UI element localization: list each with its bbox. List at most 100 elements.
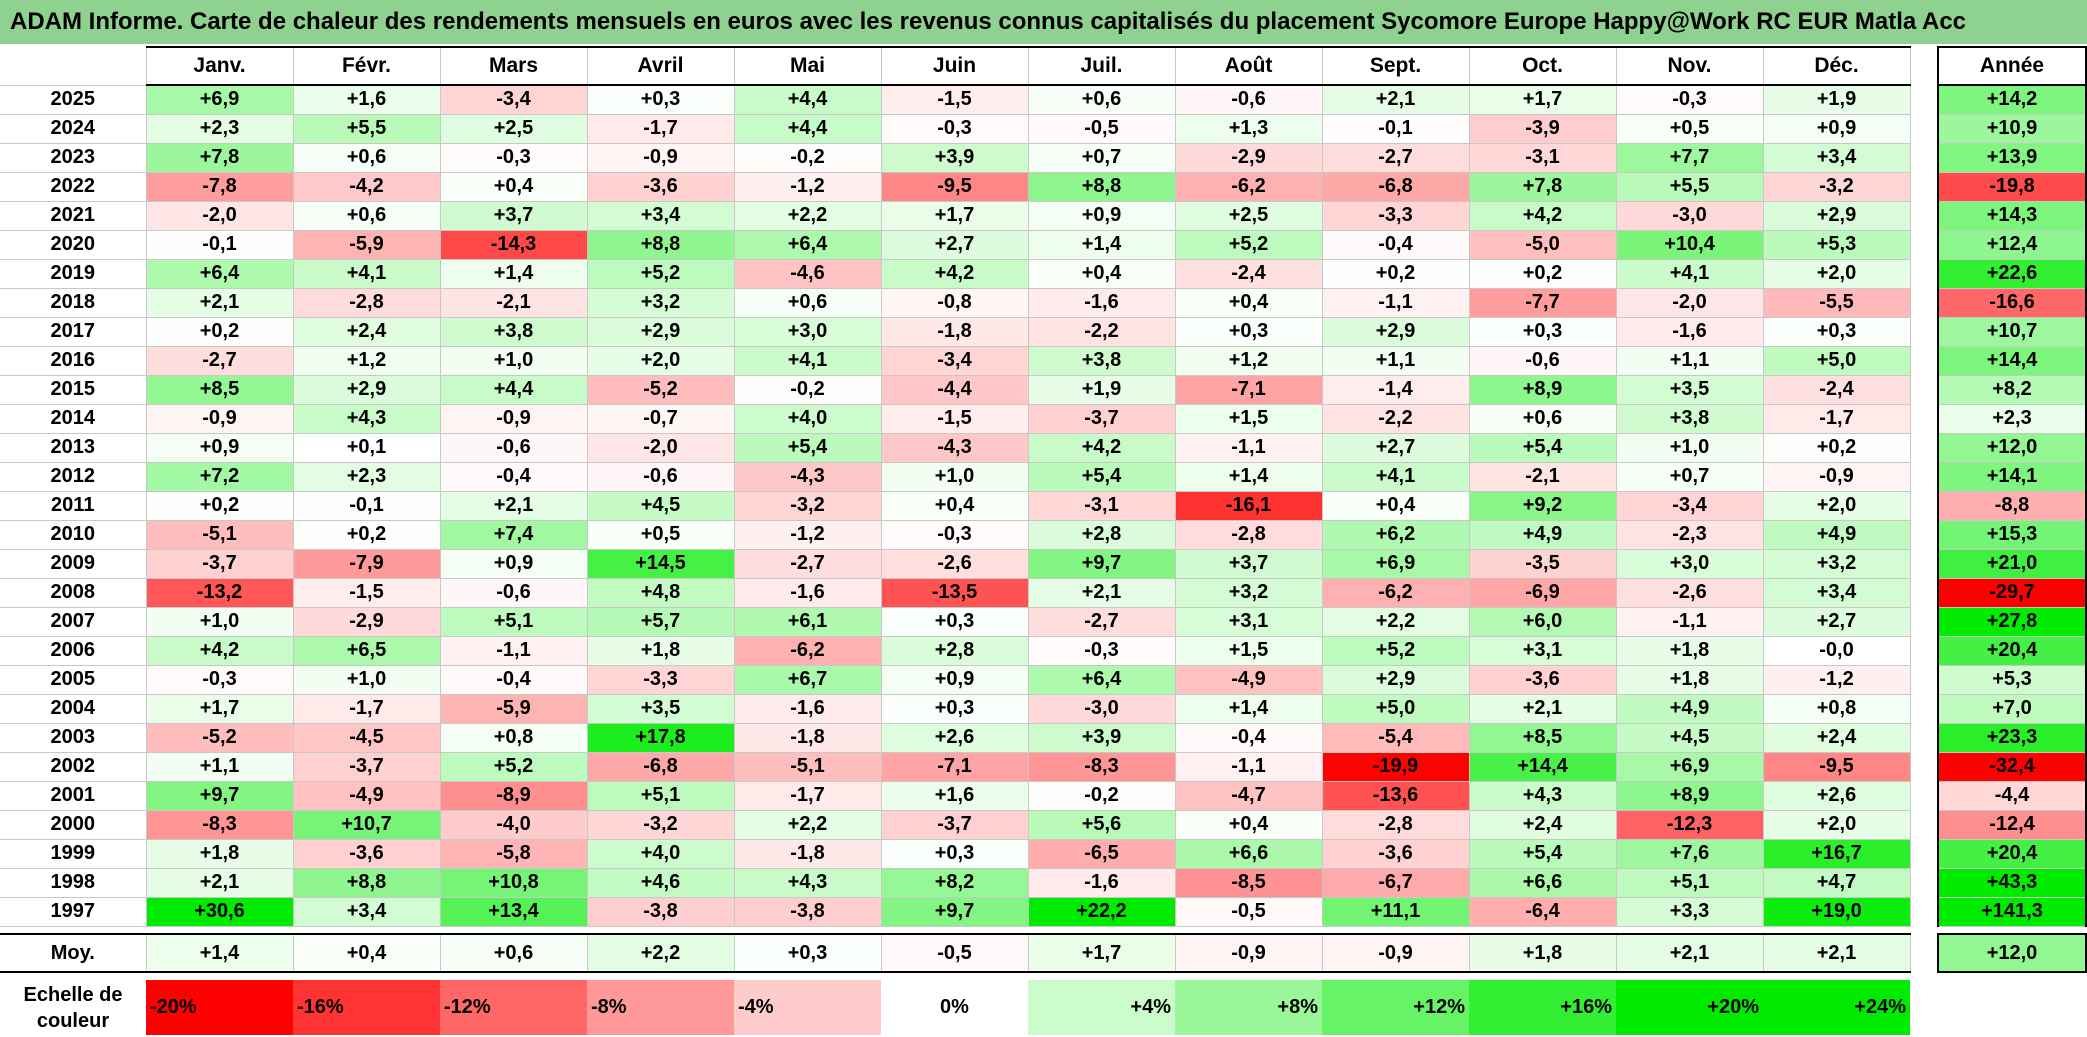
heat-cell: -2,8 [1321, 809, 1470, 840]
table-row: +20,4 [1937, 635, 2087, 666]
heat-cell: +1,0 [439, 345, 588, 376]
heat-cell: +2,6 [880, 722, 1029, 753]
table-row: 2020 -0,1 -5,9 -14,3 +8,8 +6,4 +2,7 +1,4 +5,2 -0,… [0, 229, 1911, 260]
heat-cell: -5,1 [733, 751, 882, 782]
heat-cell: -3,4 [439, 84, 588, 115]
heat-cell: +5,0 [1762, 345, 1911, 376]
heat-cell: -1,2 [733, 519, 882, 550]
color-scale-label: Echelle de couleur [23, 984, 123, 1032]
heat-cell: +0,2 [145, 490, 294, 521]
heat-cell: +10,7 [292, 809, 441, 840]
heat-cell: +4,4 [439, 374, 588, 405]
table-row: -29,7 [1937, 577, 2087, 608]
average-cell: +0,3 [733, 933, 882, 973]
heat-cell: +6,6 [1174, 838, 1323, 869]
heat-cell: +1,0 [880, 461, 1029, 492]
heat-cell: -0,1 [145, 229, 294, 260]
heat-cell: +3,2 [1762, 548, 1911, 579]
heat-cell: -1,1 [1174, 432, 1323, 463]
heat-cell: +22,2 [1027, 896, 1176, 927]
heat-cell: -0,2 [733, 142, 882, 173]
heat-cell: -2,1 [1468, 461, 1617, 492]
heat-cell: +10,8 [439, 867, 588, 898]
heat-cell: +5,7 [586, 606, 735, 637]
heat-cell: -1,2 [733, 171, 882, 202]
heat-cell: +3,8 [1027, 345, 1176, 376]
heat-cell: +0,7 [1027, 142, 1176, 173]
table-row: +22,6 [1937, 258, 2087, 289]
heat-cell: -4,4 [880, 374, 1029, 405]
heat-cell: +4,6 [586, 867, 735, 898]
annual-cell: -16,6 [1937, 287, 2087, 318]
heat-cell: +3,5 [1615, 374, 1764, 405]
heat-cell: +3,1 [1468, 635, 1617, 666]
heat-cell: -8,9 [439, 780, 588, 811]
heat-cell: +0,8 [1762, 693, 1911, 724]
heat-cell: -2,6 [880, 548, 1029, 579]
heat-cell: -2,8 [292, 287, 441, 318]
annual-cell: +14,1 [1937, 461, 2087, 492]
year-label: 2007 [0, 606, 147, 637]
heat-cell: -1,6 [733, 577, 882, 608]
heat-cell: -6,2 [733, 635, 882, 666]
table-row: 2021 -2,0 +0,6 +3,7 +3,4 +2,2 +1,7 +0,9 +2,5 -3,3… [0, 200, 1911, 231]
heat-cell: -6,7 [1321, 867, 1470, 898]
heat-cell: +6,9 [145, 84, 294, 115]
heat-cell: +19,0 [1762, 896, 1911, 927]
heat-cell: -0,1 [1321, 113, 1470, 144]
heat-cell: -1,8 [733, 722, 882, 753]
heat-cell: +0,2 [145, 316, 294, 347]
heat-cell: -2,4 [1762, 374, 1911, 405]
annual-cell: +22,6 [1937, 258, 2087, 289]
heat-cell: +0,9 [439, 548, 588, 579]
heat-cell: +3,8 [439, 316, 588, 347]
heat-cell: -3,1 [1468, 142, 1617, 173]
heat-cell: +1,8 [1615, 664, 1764, 695]
heat-cell: +2,9 [1762, 200, 1911, 231]
table-row: +23,3 [1937, 722, 2087, 753]
heat-cell: +1,9 [1027, 374, 1176, 405]
month-header: Sept. [1321, 46, 1470, 86]
heat-cell: -3,4 [880, 345, 1029, 376]
heat-cell: +13,4 [439, 896, 588, 927]
heat-cell: +0,6 [733, 287, 882, 318]
heat-cell: +2,9 [586, 316, 735, 347]
annual-cell: +14,4 [1937, 345, 2087, 376]
heat-cell: -8,3 [1027, 751, 1176, 782]
month-header: Déc. [1762, 46, 1911, 86]
heat-cell: +4,9 [1762, 519, 1911, 550]
heat-cell: +1,1 [1615, 345, 1764, 376]
heat-cell: +2,0 [1762, 490, 1911, 521]
annual-cell: +10,9 [1937, 113, 2087, 144]
heat-cell: +2,0 [586, 345, 735, 376]
heat-cell: +0,3 [1174, 316, 1323, 347]
table-row: 2004 +1,7 -1,7 -5,9 +3,5 -1,6 +0,3 -3,0 +1,4 +5,0… [0, 693, 1911, 724]
heat-cell: +5,2 [1321, 635, 1470, 666]
heat-cell: +9,7 [145, 780, 294, 811]
heat-cell: +2,1 [145, 287, 294, 318]
heat-cell: -3,6 [586, 171, 735, 202]
heat-cell: +0,5 [1615, 113, 1764, 144]
heat-cell: -4,3 [880, 432, 1029, 463]
heat-cell: -0,3 [1615, 84, 1764, 115]
heat-cell: +2,3 [292, 461, 441, 492]
heat-cell: -6,8 [586, 751, 735, 782]
heat-cell: -1,5 [880, 403, 1029, 434]
heat-cell: -0,4 [439, 664, 588, 695]
heat-cell: -1,1 [439, 635, 588, 666]
heat-cell: -8,3 [145, 809, 294, 840]
color-scale-step: +16% [1469, 980, 1616, 1035]
heat-cell: +1,5 [1174, 635, 1323, 666]
heat-cell: +2,1 [1321, 84, 1470, 115]
heat-cell: +9,7 [880, 896, 1029, 927]
heat-cell: +1,9 [1762, 84, 1911, 115]
year-label: 2017 [0, 316, 147, 347]
heat-cell: -1,1 [1615, 606, 1764, 637]
heat-cell: -3,8 [586, 896, 735, 927]
heat-cell: -2,8 [1174, 519, 1323, 550]
average-cell: +2,2 [586, 933, 735, 973]
heat-cell: +3,4 [1762, 142, 1911, 173]
heat-cell: -0,1 [292, 490, 441, 521]
annual-cell: +13,9 [1937, 142, 2087, 173]
heat-cell: -4,3 [733, 461, 882, 492]
